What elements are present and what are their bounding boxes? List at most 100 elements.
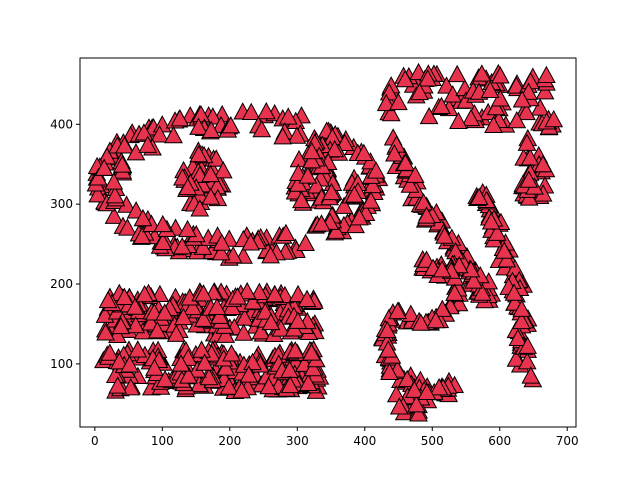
data-point — [201, 164, 220, 183]
x-tick-label: 400 — [353, 434, 376, 448]
data-point — [490, 66, 510, 84]
data-point — [506, 349, 526, 367]
data-point — [104, 172, 124, 190]
data-point — [111, 316, 131, 335]
data-point — [410, 82, 429, 101]
data-point — [115, 287, 134, 305]
data-point — [194, 284, 213, 302]
data-point — [239, 365, 259, 383]
data-point — [112, 155, 132, 173]
data-point — [211, 243, 231, 261]
data-point — [400, 175, 420, 193]
data-point — [150, 125, 169, 143]
data-point — [280, 375, 300, 394]
data-point — [507, 110, 527, 129]
data-point — [344, 185, 364, 203]
data-point — [395, 69, 415, 88]
data-point — [302, 141, 322, 160]
data-point — [104, 206, 124, 224]
data-point — [259, 377, 279, 395]
data-point — [173, 307, 193, 326]
data-point — [164, 125, 183, 144]
x-tick-label: 300 — [286, 434, 309, 448]
data-point — [285, 341, 305, 359]
data-point — [288, 311, 308, 329]
data-point — [249, 282, 269, 300]
data-point — [432, 299, 452, 317]
data-point — [189, 117, 208, 135]
data-point — [191, 104, 211, 123]
marker-layer — [86, 62, 564, 422]
y-tick-label: 200 — [50, 277, 73, 291]
data-point — [134, 123, 154, 141]
data-point — [521, 366, 541, 384]
data-point — [228, 287, 247, 305]
data-point — [155, 303, 175, 321]
data-point — [518, 336, 537, 354]
data-point — [349, 208, 369, 226]
data-point — [261, 312, 281, 331]
data-point — [535, 82, 555, 100]
data-point — [125, 297, 145, 315]
data-point — [326, 221, 346, 239]
data-point — [298, 166, 318, 184]
x-tick-label: 100 — [151, 434, 174, 448]
data-point — [447, 64, 467, 83]
data-point — [414, 193, 433, 211]
x-tick-label: 200 — [218, 434, 241, 448]
data-point — [171, 354, 191, 372]
data-point — [506, 76, 526, 94]
data-point — [210, 306, 229, 324]
data-point — [378, 340, 398, 358]
data-point — [537, 65, 556, 84]
data-point — [307, 176, 326, 194]
data-point — [213, 161, 233, 179]
data-point — [298, 373, 318, 392]
data-point — [138, 135, 158, 153]
data-point — [98, 290, 118, 309]
data-point — [145, 358, 164, 376]
data-point — [194, 309, 213, 327]
data-point — [261, 246, 280, 264]
x-tick-label: 600 — [488, 434, 511, 448]
data-point — [192, 340, 211, 358]
data-point — [486, 97, 506, 116]
data-point — [464, 271, 484, 289]
data-point — [296, 233, 315, 251]
data-point — [190, 199, 210, 217]
data-point — [419, 106, 439, 125]
data-point — [96, 323, 115, 341]
data-point — [432, 260, 452, 278]
data-point — [207, 297, 227, 315]
data-point — [490, 89, 510, 107]
data-point — [407, 395, 426, 413]
data-point — [445, 283, 464, 301]
data-point — [88, 185, 108, 203]
data-point — [88, 168, 108, 186]
data-point — [166, 324, 186, 342]
data-point — [292, 190, 311, 209]
data-point — [172, 237, 192, 255]
data-point — [302, 151, 322, 169]
data-point — [461, 108, 481, 127]
data-point — [216, 325, 236, 343]
data-point — [417, 206, 436, 224]
data-point — [256, 101, 276, 120]
data-point — [409, 404, 428, 422]
data-point — [517, 352, 537, 370]
data-point — [385, 144, 404, 162]
data-point — [265, 284, 285, 303]
data-point — [417, 382, 437, 400]
data-point — [325, 139, 345, 158]
data-point — [388, 301, 408, 320]
data-point — [118, 218, 137, 236]
data-point — [147, 321, 167, 339]
data-point — [222, 344, 241, 362]
data-point — [241, 102, 261, 120]
data-point — [288, 284, 308, 303]
x-tick-label: 0 — [91, 434, 99, 448]
data-point — [480, 80, 500, 98]
data-point — [132, 226, 152, 244]
data-point — [216, 358, 236, 376]
